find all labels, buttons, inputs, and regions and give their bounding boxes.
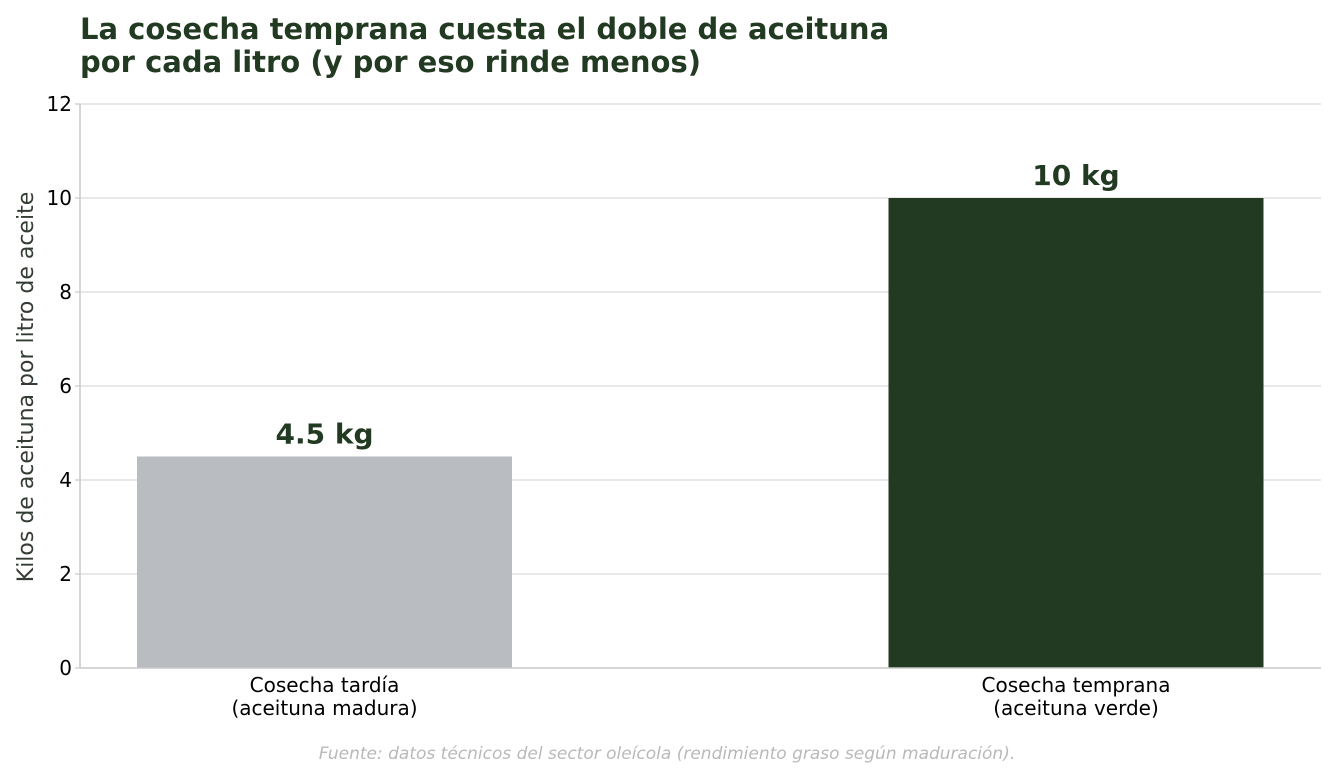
source-note: Fuente: datos técnicos del sector oleíco… xyxy=(319,744,1015,764)
y-tick-label-12: 12 xyxy=(47,92,72,116)
x-tick-label-1-line-2: (aceituna madura) xyxy=(231,696,417,720)
y-tick-label-0: 0 xyxy=(59,656,72,680)
data-label-2: 10 kg xyxy=(1032,159,1119,192)
chart-title-line-1: La cosecha temprana cuesta el doble de a… xyxy=(80,12,889,46)
x-tick-label-2-line-2: (aceituna verde) xyxy=(993,696,1159,720)
y-tick-label-4: 4 xyxy=(59,468,72,492)
data-label-1: 4.5 kg xyxy=(275,418,373,451)
y-tick-label-2: 2 xyxy=(59,562,72,586)
chart-title-line-2: por cada litro (y por eso rinde menos) xyxy=(80,45,701,79)
chart-title: La cosecha temprana cuesta el doble de a… xyxy=(80,12,889,79)
x-tick-label-1-line-1: Cosecha tardía xyxy=(250,673,400,697)
x-category-labels: Cosecha tardía(aceituna madura) Cosecha t… xyxy=(231,673,1170,720)
bar-2 xyxy=(888,198,1264,668)
y-axis-label: Kilos de aceituna por litro de aceite xyxy=(14,192,39,582)
bars xyxy=(137,198,1264,668)
y-tick-label-6: 6 xyxy=(59,374,72,398)
y-tick-label-10: 10 xyxy=(47,186,72,210)
bar-1 xyxy=(137,456,512,668)
data-labels: 4.5 kg 10 kg xyxy=(275,159,1119,451)
y-tick-labels: 0 2 4 6 8 10 12 xyxy=(47,92,80,680)
x-tick-label-2-line-1: Cosecha temprana xyxy=(982,673,1171,697)
y-tick-label-8: 8 xyxy=(59,280,72,304)
